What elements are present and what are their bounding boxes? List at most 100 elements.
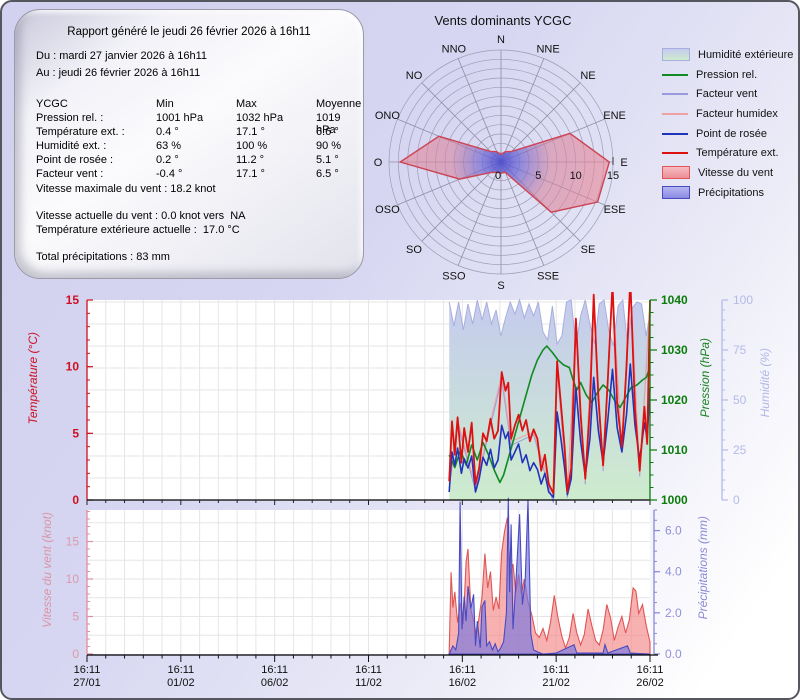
svg-text:50: 50 [733, 393, 747, 407]
cell-max: 17.1 ° [236, 168, 265, 180]
cell-min: 63 % [156, 140, 182, 152]
svg-text:1040: 1040 [661, 293, 688, 307]
precip-area-swatch-icon [662, 186, 690, 200]
windrose-polygon [398, 132, 611, 213]
row-label: Facteur vent : [36, 168, 104, 180]
svg-text:16:11: 16:11 [167, 664, 194, 676]
svg-text:SO: SO [406, 244, 422, 256]
pressure-axis-title: Pression (hPa) [698, 338, 712, 418]
report-summary-panel: Rapport généré le jeudi 26 février 2026 … [14, 9, 364, 279]
legend-item: Humidité extérieure [662, 45, 793, 65]
svg-text:N: N [497, 34, 505, 46]
row-label: Température ext. : [36, 126, 125, 138]
svg-text:06/02: 06/02 [261, 677, 289, 689]
svg-text:16:11: 16:11 [449, 664, 476, 676]
svg-text:1030: 1030 [661, 343, 688, 357]
col-header-avg: Moyenne [316, 98, 362, 110]
legend-item: Pression rel. [662, 65, 793, 85]
svg-text:0: 0 [72, 647, 79, 661]
legend-label: Précipitations [698, 186, 765, 199]
cell-min: 1001 hPa [156, 112, 204, 124]
svg-text:NE: NE [580, 70, 595, 82]
svg-text:15: 15 [607, 170, 619, 182]
x-axis-labels: 16:1127/0116:1101/0216:1106/0216:1111/02… [73, 664, 664, 689]
svg-text:10: 10 [66, 572, 80, 586]
svg-text:ESE: ESE [604, 204, 626, 216]
svg-text:10: 10 [66, 360, 80, 374]
svg-text:5: 5 [535, 170, 541, 182]
precipitation-area [448, 497, 651, 655]
svg-text:0: 0 [495, 170, 501, 182]
svg-text:01/02: 01/02 [167, 677, 195, 689]
period-to: Au : jeudi 26 février 2026 à 16h11 [36, 67, 201, 79]
current-temperature: Température extérieure actuelle : 17.0 °… [36, 224, 240, 236]
svg-text:SE: SE [581, 244, 596, 256]
legend-label: Point de rosée [696, 127, 767, 140]
grid-lines [87, 300, 650, 654]
row-label: Humidité ext. : [36, 140, 107, 152]
legend-item: Précipitations [662, 183, 793, 203]
legend-label: Facteur humidex [696, 107, 778, 120]
chart-legend: Humidité extérieure Pression rel. Facteu… [662, 45, 793, 203]
svg-text:ONO: ONO [375, 110, 401, 122]
svg-text:6.0: 6.0 [665, 524, 682, 538]
windchill-line-swatch-icon [662, 93, 688, 96]
windrose-labels: N NNE NE ENE E ESE SE SSE S SSO SO OSO O ONO NO NNO 0 5 10… [374, 34, 628, 292]
current-wind-speed: Vitesse actuelle du vent : 0.0 knot vers… [36, 210, 246, 222]
svg-text:E: E [620, 157, 627, 169]
legend-item: Facteur vent [662, 84, 793, 104]
cell-max: 17.1 ° [236, 126, 265, 138]
row-label: Point de rosée : [36, 154, 114, 166]
humidity-area-swatch-icon [662, 48, 690, 62]
row-label: Pression rel. : [36, 112, 104, 124]
humidity-edge-line [448, 298, 651, 347]
svg-text:ENE: ENE [603, 110, 626, 122]
col-header-min: Min [156, 98, 174, 110]
cell-avg: 6.5 ° [316, 168, 339, 180]
cell-avg: 90 % [316, 140, 342, 152]
cell-min: 0.2 ° [156, 154, 179, 166]
svg-text:2.0: 2.0 [665, 606, 682, 620]
cell-max: 11.2 ° [236, 154, 265, 166]
svg-text:NNO: NNO [442, 43, 467, 55]
svg-text:S: S [497, 280, 504, 292]
svg-text:NO: NO [406, 70, 423, 82]
legend-item: Facteur humidex [662, 104, 793, 124]
total-precipitation: Total précipitations : 83 mm [36, 251, 170, 263]
cell-min: 0.4 ° [156, 126, 179, 138]
svg-text:15: 15 [66, 293, 80, 307]
legend-item: Température ext. [662, 143, 793, 163]
legend-label: Vitesse du vent [698, 166, 774, 179]
cell-max: 1032 hPa [236, 112, 284, 124]
svg-text:25: 25 [733, 443, 747, 457]
cell-avg: 1019 hPa [316, 112, 341, 136]
svg-text:1000: 1000 [661, 493, 688, 507]
svg-text:21/02: 21/02 [542, 677, 570, 689]
legend-label: Température ext. [696, 147, 779, 160]
svg-text:5: 5 [72, 610, 79, 624]
legend-item: Vitesse du vent [662, 163, 793, 183]
period-from: Du : mardi 27 janvier 2026 à 16h11 [36, 50, 208, 62]
svg-text:NNE: NNE [536, 43, 559, 55]
svg-text:15: 15 [66, 535, 80, 549]
stats-table: YCGC Min Max Moyenne Pression rel. : 100… [36, 98, 361, 182]
svg-text:27/01: 27/01 [73, 677, 101, 689]
station-id: YCGC [36, 98, 68, 110]
cell-avg: 5.1 ° [316, 154, 339, 166]
svg-text:100: 100 [733, 293, 753, 307]
cell-min: -0.4 ° [156, 168, 183, 180]
svg-text:11/02: 11/02 [355, 677, 382, 689]
legend-label: Humidité extérieure [698, 48, 794, 61]
windrose-chart: N NNE NE ENE E ESE SE SSE S SSO SO OSO O ONO NO NNO 0 5 10… [374, 34, 628, 292]
svg-text:SSO: SSO [442, 271, 466, 283]
svg-text:26/02: 26/02 [636, 677, 664, 689]
humidity-axis-title: Humidité (%) [758, 348, 772, 418]
dewpoint-line-swatch-icon [662, 132, 688, 135]
svg-text:16:11: 16:11 [543, 664, 570, 676]
svg-text:OSO: OSO [375, 204, 400, 216]
svg-text:16:11: 16:11 [261, 664, 288, 676]
legend-item: Point de rosée [662, 124, 793, 144]
windrose-title: Vents dominants YCGC [434, 13, 572, 28]
svg-text:0: 0 [733, 493, 740, 507]
